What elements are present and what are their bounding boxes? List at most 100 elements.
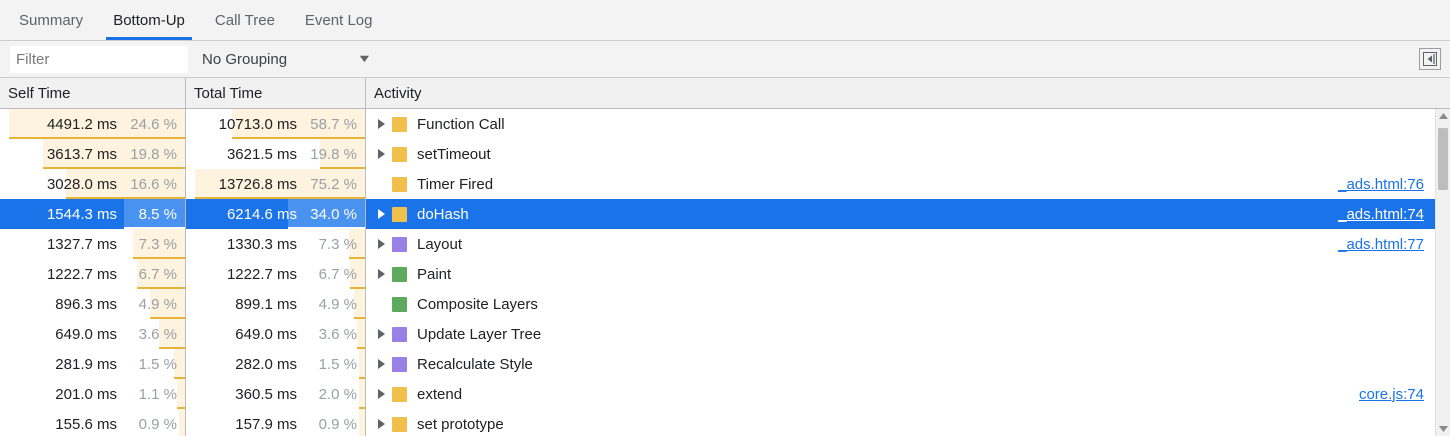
self-time-cell: 896.3 ms 4.9 % bbox=[0, 289, 186, 319]
self-time-cell: 4491.2 ms 24.6 % bbox=[0, 109, 186, 139]
scroll-down-arrow[interactable] bbox=[1436, 422, 1450, 436]
source-link[interactable]: _ads.html:77 bbox=[1338, 235, 1424, 253]
tab-summary[interactable]: Summary bbox=[4, 0, 98, 40]
tab-call-tree[interactable]: Call Tree bbox=[200, 0, 290, 40]
total-time-value: 360.5 ms bbox=[235, 385, 297, 403]
activity-cell: Function Call bbox=[366, 109, 1450, 139]
self-time-cell: 3613.7 ms 19.8 % bbox=[0, 139, 186, 169]
source-link[interactable]: _ads.html:74 bbox=[1338, 205, 1424, 223]
category-color-swatch bbox=[392, 116, 407, 132]
activity-label: Layout bbox=[417, 235, 463, 253]
column-header-self-time[interactable]: Self Time bbox=[0, 78, 186, 108]
filter-toolbar: No Grouping ▼ bbox=[0, 41, 1450, 78]
table-row[interactable]: 201.0 ms 1.1 % 360.5 ms 2.0 % extend core.js:… bbox=[0, 379, 1450, 409]
table-row[interactable]: 1327.7 ms 7.3 % 1330.3 ms 7.3 % Layout _ads.h… bbox=[0, 229, 1450, 259]
expand-triangle-icon[interactable] bbox=[374, 209, 388, 219]
vertical-scrollbar[interactable] bbox=[1435, 109, 1450, 436]
activity-cell: doHash _ads.html:74 bbox=[366, 199, 1450, 229]
category-color-swatch bbox=[392, 236, 407, 252]
column-header-activity[interactable]: Activity bbox=[374, 84, 422, 102]
self-time-cell: 649.0 ms 3.6 % bbox=[0, 319, 186, 349]
category-color-swatch bbox=[392, 296, 407, 312]
total-time-value: 6214.6 ms bbox=[226, 205, 297, 223]
self-time-value: 1544.3 ms bbox=[46, 205, 117, 223]
expand-triangle-icon[interactable] bbox=[374, 329, 388, 339]
activity-label: extend bbox=[417, 385, 463, 403]
source-link[interactable]: _ads.html:76 bbox=[1338, 175, 1424, 193]
table-row[interactable]: 3613.7 ms 19.8 % 3621.5 ms 19.8 % setTimeout bbox=[0, 139, 1450, 169]
table-row[interactable]: 3028.0 ms 16.6 % 13726.8 ms 75.2 % Timer Fir… bbox=[0, 169, 1450, 199]
expand-triangle-icon[interactable] bbox=[374, 359, 388, 369]
scrollbar-thumb[interactable] bbox=[1438, 128, 1448, 190]
self-time-cell: 1222.7 ms 6.7 % bbox=[0, 259, 186, 289]
total-time-percent: 4.9 % bbox=[318, 295, 357, 313]
total-time-cell: 649.0 ms 3.6 % bbox=[186, 319, 366, 349]
table-row[interactable]: 4491.2 ms 24.6 % 10713.0 ms 58.7 % Function … bbox=[0, 109, 1450, 139]
table-row[interactable]: 1222.7 ms 6.7 % 1222.7 ms 6.7 % Paint bbox=[0, 259, 1450, 289]
total-time-percent: 7.3 % bbox=[318, 235, 357, 253]
self-time-bar bbox=[178, 409, 185, 436]
table-row[interactable]: 649.0 ms 3.6 % 649.0 ms 3.6 % Update Layer T… bbox=[0, 319, 1450, 349]
self-time-value: 896.3 ms bbox=[55, 295, 117, 313]
expand-triangle-icon[interactable] bbox=[374, 119, 388, 129]
total-time-value: 282.0 ms bbox=[235, 355, 297, 373]
total-time-cell: 282.0 ms 1.5 % bbox=[186, 349, 366, 379]
total-time-percent: 75.2 % bbox=[310, 175, 357, 193]
total-time-cell: 3621.5 ms 19.8 % bbox=[186, 139, 366, 169]
total-time-cell: 1330.3 ms 7.3 % bbox=[186, 229, 366, 259]
chevron-down-icon: ▼ bbox=[356, 53, 373, 65]
expand-triangle-icon[interactable] bbox=[374, 149, 388, 159]
source-link[interactable]: core.js:74 bbox=[1358, 385, 1424, 403]
grouping-select[interactable]: No Grouping ▼ bbox=[202, 50, 373, 68]
table-row[interactable]: 155.6 ms 0.9 % 157.9 ms 0.9 % set prototype bbox=[0, 409, 1450, 436]
category-color-swatch bbox=[392, 266, 407, 282]
bottom-up-grid: 4491.2 ms 24.6 % 10713.0 ms 58.7 % Function … bbox=[0, 109, 1450, 436]
self-time-percent: 24.6 % bbox=[130, 115, 177, 133]
expand-triangle-icon[interactable] bbox=[374, 269, 388, 279]
total-time-value: 13726.8 ms bbox=[218, 175, 297, 193]
activity-cell: setTimeout bbox=[366, 139, 1450, 169]
activity-cell: extend core.js:74 bbox=[366, 379, 1450, 409]
activity-cell: Composite Layers bbox=[366, 289, 1450, 319]
column-header-total-time[interactable]: Total Time bbox=[186, 78, 366, 108]
self-time-cell: 1327.7 ms 7.3 % bbox=[0, 229, 186, 259]
self-time-percent: 0.9 % bbox=[138, 415, 177, 433]
total-time-value: 899.1 ms bbox=[235, 295, 297, 313]
activity-label: Recalculate Style bbox=[417, 355, 533, 373]
tab-label: Event Log bbox=[304, 11, 373, 29]
category-color-swatch bbox=[392, 206, 407, 222]
self-time-cell: 281.9 ms 1.5 % bbox=[0, 349, 186, 379]
activity-label: Composite Layers bbox=[417, 295, 538, 313]
triangle-up-icon bbox=[1438, 113, 1448, 119]
activity-label: setTimeout bbox=[417, 145, 491, 163]
activity-label: set prototype bbox=[417, 415, 504, 433]
tab-event-log[interactable]: Event Log bbox=[290, 0, 388, 40]
expand-triangle-icon[interactable] bbox=[374, 239, 388, 249]
grouping-label: No Grouping bbox=[202, 50, 288, 68]
self-time-percent: 6.7 % bbox=[138, 265, 177, 283]
filter-input[interactable] bbox=[10, 45, 188, 73]
expand-triangle-icon[interactable] bbox=[374, 389, 388, 399]
grid-header-row: Self Time Total Time Activity bbox=[0, 78, 1450, 109]
total-time-value: 3621.5 ms bbox=[226, 145, 297, 163]
total-time-cell: 360.5 ms 2.0 % bbox=[186, 379, 366, 409]
self-time-value: 4491.2 ms bbox=[46, 115, 117, 133]
total-time-bar bbox=[359, 349, 365, 379]
table-row[interactable]: 281.9 ms 1.5 % 282.0 ms 1.5 % Recalculate St… bbox=[0, 349, 1450, 379]
collapse-sidebar-button[interactable] bbox=[1419, 48, 1441, 70]
tab-label: Summary bbox=[19, 11, 84, 29]
self-time-percent: 7.3 % bbox=[138, 235, 177, 253]
category-color-swatch bbox=[392, 146, 407, 162]
table-row[interactable]: 896.3 ms 4.9 % 899.1 ms 4.9 % Composite Laye… bbox=[0, 289, 1450, 319]
tab-label: Call Tree bbox=[214, 11, 275, 29]
total-time-value: 649.0 ms bbox=[235, 325, 297, 343]
table-row[interactable]: 1544.3 ms 8.5 % 6214.6 ms 34.0 % doHash _ads.… bbox=[0, 199, 1450, 229]
self-time-value: 1327.7 ms bbox=[46, 235, 117, 253]
activity-label: doHash bbox=[417, 205, 469, 223]
tab-bottom-up[interactable]: Bottom-Up bbox=[98, 0, 200, 40]
self-time-cell: 155.6 ms 0.9 % bbox=[0, 409, 186, 436]
total-time-percent: 6.7 % bbox=[318, 265, 357, 283]
expand-triangle-icon[interactable] bbox=[374, 419, 388, 429]
scroll-up-arrow[interactable] bbox=[1436, 109, 1450, 123]
panel-tab-bar: Summary Bottom-Up Call Tree Event Log bbox=[0, 0, 1450, 41]
